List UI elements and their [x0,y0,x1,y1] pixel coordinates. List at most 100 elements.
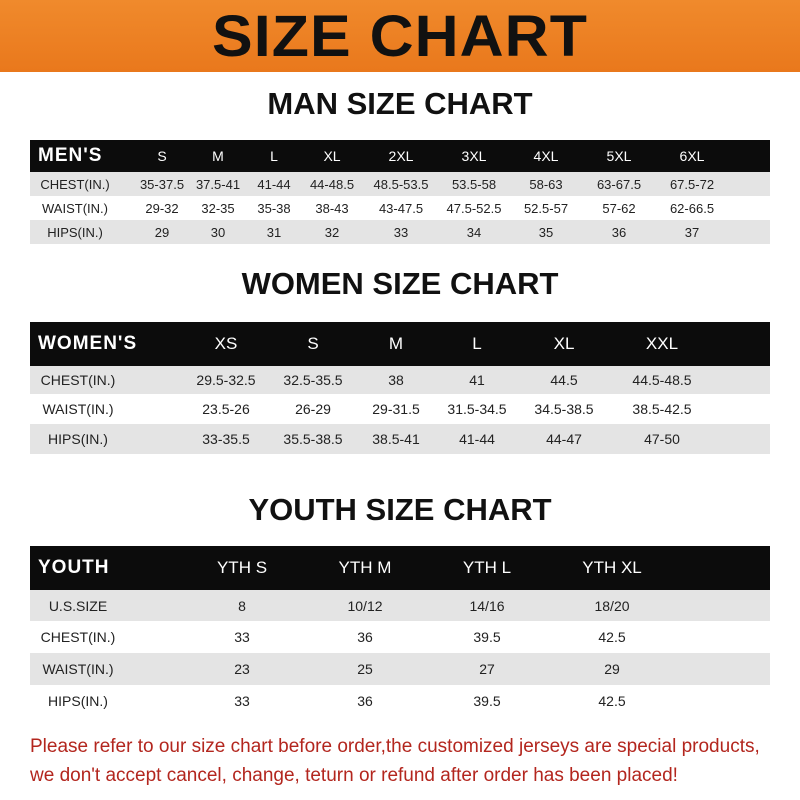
table-cell: 63-67.5 [596,176,642,192]
banner-title: SIZE CHART [212,3,588,69]
table-title-cell: MEN'S [38,145,103,166]
table-cell: 58-63 [529,176,563,192]
table-cell: 30 [210,224,226,240]
table-cell: 38 [388,372,404,388]
table-cell: 31 [266,224,282,240]
table-cell: 41 [469,372,485,388]
table-cell: 62-66.5 [669,200,715,216]
row-label: CHEST(IN.) [40,372,116,388]
table-header-row: YOUTH YTH S YTH M YTH L YTH XL [30,546,770,590]
table-cell: 39.5 [473,629,501,645]
row-label: U.S.SIZE [48,597,108,614]
size-header-cell: 2XL [388,148,414,164]
table-cell: 29 [604,661,620,677]
table-cell: 57-62 [602,200,636,216]
table-cell: 26-29 [295,401,331,417]
note-line-1: Please refer to our size chart before or… [30,736,760,757]
size-header-cell: 6XL [679,148,705,164]
table-row: CHEST(IN.) 29.5-32.5 32.5-35.5 38 41 44.5 44.5… [30,366,770,394]
table-cell: 35.5-38.5 [283,431,343,447]
table-cell: 29 [154,224,170,240]
size-header-cell: L [472,334,482,353]
table-row: CHEST(IN.) 33 36 39.5 42.5 [30,621,770,653]
women-title: WOMEN SIZE CHART [241,266,559,301]
size-header-cell: 5XL [606,148,632,164]
table-cell: 39.5 [473,693,501,709]
table-cell: 8 [238,597,246,614]
table-cell: 44-47 [546,431,582,447]
table-cell: 35 [538,224,554,240]
table-cell: 14/16 [469,597,505,614]
table-cell: 36 [357,629,373,645]
row-label: HIPS(IN.) [48,693,108,709]
table-row: WAIST(IN.) 29-32 32-35 35-38 38-43 43-47.5 47.… [30,196,770,220]
size-header-cell: YTH M [338,558,392,577]
size-header-cell: XS [214,334,238,353]
table-cell: 23.5-26 [202,401,250,417]
table-cell: 47.5-52.5 [446,200,502,216]
table-cell: 42.5 [598,629,626,645]
table-row: WAIST(IN.) 23 25 27 29 [30,653,770,685]
table-cell: 33 [234,693,250,709]
table-cell: 52.5-57 [523,200,569,216]
table-cell: 10/12 [347,597,383,614]
table-row: U.S.SIZE 8 10/12 14/16 18/20 [30,590,770,621]
table-cell: 31.5-34.5 [447,401,507,417]
table-cell: 48.5-53.5 [373,176,429,192]
table-cell: 32 [324,224,340,240]
table-cell: 37 [684,224,700,240]
table-cell: 37.5-41 [195,176,241,192]
table-cell: 42.5 [598,693,626,709]
size-chart-banner: SIZE CHART [0,0,800,72]
table-row: HIPS(IN.) 29 30 31 32 33 34 35 36 37 [30,220,770,244]
row-label: CHEST(IN.) [40,176,110,192]
table-cell: 34.5-38.5 [534,401,594,417]
youth-title: YOUTH SIZE CHART [248,492,552,527]
table-row: HIPS(IN.) 33 36 39.5 42.5 [30,685,770,717]
table-cell: 41-44 [459,431,495,447]
table-title-cell: YOUTH [38,557,110,578]
size-header-cell: 4XL [533,148,559,164]
table-row: WAIST(IN.) 23.5-26 26-29 29-31.5 31.5-34.5 34… [30,394,770,424]
table-cell: 29-32 [145,200,179,216]
row-label: WAIST(IN.) [42,661,114,677]
table-cell: 29.5-32.5 [196,372,256,388]
table-cell: 67.5-72 [669,176,715,192]
table-cell: 29-31.5 [372,401,420,417]
table-cell: 32.5-35.5 [283,372,343,388]
table-cell: 47-50 [644,431,680,447]
size-header-cell: L [270,148,278,164]
size-header-cell: XXL [645,334,679,353]
table-cell: 44.5-48.5 [632,372,692,388]
table-cell: 38.5-42.5 [632,401,692,417]
size-header-cell: XL [323,148,341,164]
table-cell: 33 [393,224,409,240]
row-label: WAIST(IN.) [42,200,108,216]
size-header-cell: S [307,334,319,353]
row-label: WAIST(IN.) [42,401,114,417]
size-header-cell: YTH S [216,558,268,577]
table-cell: 41-44 [257,176,291,192]
men-title: MAN SIZE CHART [267,86,533,121]
table-cell: 36 [611,224,627,240]
table-cell: 18/20 [594,597,630,614]
table-cell: 27 [479,661,495,677]
table-cell: 35-38 [257,200,291,216]
table-cell: 25 [357,661,373,677]
table-header-row: WOMEN'S XS S M L XL XXL [30,322,770,366]
table-cell: 33-35.5 [202,431,250,447]
row-label: CHEST(IN.) [40,629,116,645]
size-header-cell: S [157,148,167,164]
row-label: HIPS(IN.) [48,431,108,447]
table-cell: 43-47.5 [378,200,424,216]
size-header-cell: M [212,148,224,164]
table-cell: 32-35 [201,200,235,216]
table-cell: 38-43 [315,200,349,216]
table-row: HIPS(IN.) 33-35.5 35.5-38.5 38.5-41 41-44 44-… [30,424,770,454]
size-header-cell: 3XL [461,148,487,164]
size-header-cell: YTH L [462,558,512,577]
table-cell: 44-48.5 [309,176,355,192]
table-cell: 34 [466,224,482,240]
note-line-2: we don't accept cancel, change, teturn o… [30,765,678,786]
size-header-cell: YTH XL [582,558,642,577]
